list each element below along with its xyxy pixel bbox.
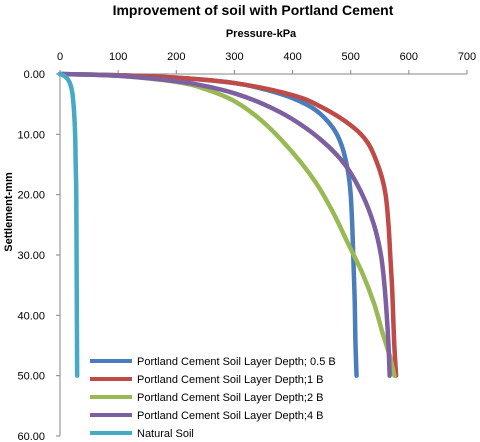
series-line-0 — [57, 71, 359, 378]
legend-label-0: Portland Cement Soil Layer Depth; 0.5 B — [137, 356, 336, 368]
x-tick-label: 0 — [57, 51, 63, 63]
series-line-4 — [57, 71, 80, 378]
y-axis-title: Settlement-mm — [3, 172, 15, 252]
y-tick-label: 10.00 — [17, 129, 45, 141]
x-tick-label: 500 — [342, 51, 360, 63]
series-line-1 — [57, 71, 399, 378]
legend-label-1: Portland Cement Soil Layer Depth;1 B — [137, 374, 324, 386]
series-line-3 — [57, 71, 392, 378]
axes: 0 100 200 300 400 500 600 700 0.00 10.00 20.00 30.0… — [17, 51, 476, 442]
x-axis-title: Pressure-kPa — [226, 28, 297, 40]
legend-entry-2: Portland Cement Soil Layer Depth;2 B — [90, 392, 324, 404]
legend: Portland Cement Soil Layer Depth; 0.5 B … — [90, 356, 336, 440]
x-tick-label: 200 — [167, 51, 185, 63]
legend-label-2: Portland Cement Soil Layer Depth;2 B — [137, 392, 324, 404]
y-tick-label: 0.00 — [24, 69, 45, 81]
x-tick-label: 300 — [225, 51, 243, 63]
x-tick-label: 100 — [109, 51, 127, 63]
y-tick-label: 30.00 — [17, 250, 45, 262]
y-tick-label: 40.00 — [17, 310, 45, 322]
legend-entry-1: Portland Cement Soil Layer Depth;1 B — [90, 374, 324, 386]
y-tick-label: 60.00 — [17, 431, 45, 442]
y-tick-label: 50.00 — [17, 371, 45, 383]
x-tick-label: 700 — [458, 51, 476, 63]
legend-entry-4: Natural Soil — [90, 428, 194, 440]
x-tick-label: 400 — [283, 51, 301, 63]
legend-label-4: Natural Soil — [137, 428, 194, 440]
legend-entry-3: Portland Cement Soil Layer Depth;4 B — [90, 410, 324, 422]
chart-title: Improvement of soil with Portland Cement — [113, 2, 394, 18]
legend-entry-0: Portland Cement Soil Layer Depth; 0.5 B — [90, 356, 336, 368]
series-layer — [57, 71, 399, 378]
x-tick-label: 600 — [400, 51, 418, 63]
y-tick-label: 20.00 — [17, 190, 45, 202]
legend-label-3: Portland Cement Soil Layer Depth;4 B — [137, 410, 324, 422]
